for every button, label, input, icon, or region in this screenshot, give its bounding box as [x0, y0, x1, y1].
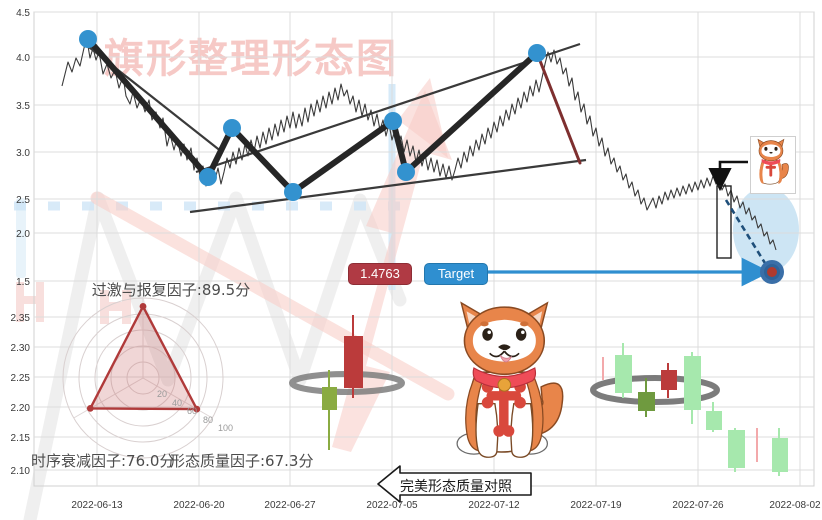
- candle: [615, 343, 632, 398]
- y-tick: 4.5: [16, 8, 30, 19]
- pivot-point[interactable]: [397, 163, 415, 181]
- radar-scale-tick: 80: [203, 415, 213, 425]
- radar-spokes: [73, 298, 213, 419]
- x-tick: 2022-07-12: [468, 500, 520, 511]
- radar-title-top: 过激与报复因子:89.5分: [92, 281, 250, 299]
- y-tick: 3.5: [16, 101, 30, 112]
- price-label[interactable]: 1.4763: [348, 263, 412, 285]
- shiba-inu-thumbnail-box: [750, 136, 796, 194]
- y-tick: 2.25: [11, 373, 31, 384]
- pink-h-watermark: [16, 282, 131, 324]
- y-tick: 4.0: [16, 53, 30, 64]
- arrow-up-head: [398, 78, 448, 158]
- x-tick: 2022-07-05: [366, 500, 418, 511]
- radar-label-right: 形态质量因子:67.3分: [170, 452, 313, 470]
- projection-arrow: [724, 199, 770, 269]
- callout-leader: [708, 160, 748, 192]
- pivot-point[interactable]: [384, 112, 402, 130]
- y-axis-top: 4.5 4.0 3.5 3.0 2.5 2.0 1.5: [16, 8, 30, 288]
- radar-scale-tick: 60: [187, 406, 197, 416]
- candle: [706, 402, 722, 432]
- candle: [661, 363, 677, 398]
- arrow-left-icon: [377, 465, 532, 503]
- watermark-title: 旗形整理形态图: [104, 36, 398, 82]
- x-tick: 2022-07-19: [570, 500, 622, 511]
- dog-tongue: [499, 355, 513, 363]
- y-tick: 2.0: [16, 229, 30, 240]
- candle: [638, 378, 655, 417]
- y-tick: 2.35: [11, 313, 31, 324]
- radar-label-left: 时序衰减因子:76.0分: [31, 452, 174, 470]
- shiba-inu-small: [757, 138, 789, 185]
- radar-point: [86, 405, 94, 412]
- candle: [344, 315, 363, 398]
- radar-scale-tick: 20: [157, 389, 167, 399]
- breakdown-leg: [535, 51, 582, 165]
- x-tick: 2022-06-20: [173, 500, 225, 511]
- x-axis: 2022-06-13 2022-06-20 2022-06-27 2022-07…: [71, 500, 821, 511]
- y-tick: 2.30: [11, 343, 31, 354]
- candle: [684, 352, 701, 424]
- channel-line-upper: [195, 42, 581, 174]
- pivot-point[interactable]: [284, 183, 302, 201]
- x-tick: 2022-07-26: [672, 500, 724, 511]
- candle: [322, 370, 337, 450]
- y-tick: 2.20: [11, 403, 31, 414]
- channel-line-lower: [189, 158, 587, 214]
- radar-point: [139, 303, 147, 310]
- breakout-box: [716, 185, 732, 259]
- y-tick: 2.5: [16, 195, 30, 206]
- pivot-markers: [79, 30, 546, 201]
- y-tick: 2.15: [11, 433, 31, 444]
- x-tick: 2022-06-13: [71, 500, 123, 511]
- target-bullseye-icon: [760, 260, 784, 284]
- pivot-point[interactable]: [199, 168, 217, 186]
- radar-scale-tick: 40: [172, 398, 182, 408]
- radar-polygon: [89, 305, 198, 411]
- pivot-point[interactable]: [528, 44, 546, 62]
- y-tick: 1.5: [16, 277, 30, 288]
- y-tick: 3.0: [16, 148, 30, 159]
- candle: [772, 428, 788, 476]
- radar-scale-tick: 100: [218, 423, 233, 433]
- compare-banner-text: 完美形态质量对照: [400, 479, 512, 495]
- y-tick: 2.10: [11, 466, 31, 477]
- radar-point: [193, 405, 201, 413]
- pink-trend-band: [90, 191, 455, 401]
- x-tick: 2022-08-02: [769, 500, 821, 511]
- y-axis-bottom: 2.35 2.30 2.25 2.20 2.15 2.10: [11, 313, 31, 477]
- pivot-point[interactable]: [223, 119, 241, 137]
- target-label[interactable]: Target: [424, 263, 488, 285]
- x-tick: 2022-06-27: [264, 500, 316, 511]
- candle: [728, 428, 745, 472]
- pivot-point[interactable]: [79, 30, 97, 48]
